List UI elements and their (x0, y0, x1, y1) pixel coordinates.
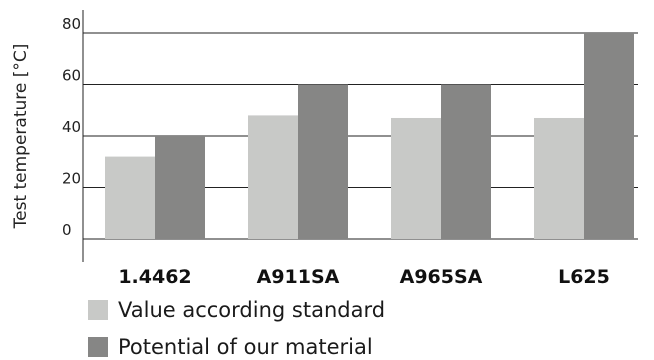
bar-L625-series-1 (584, 33, 634, 239)
legend-label-standard: Value according standard (118, 298, 386, 322)
y-axis-label: Test temperature [°C] (11, 44, 31, 230)
bar-A965SA-series-0 (391, 117, 441, 239)
bar-A911SA-series-1 (298, 84, 348, 239)
bar-A965SA-series-1 (441, 84, 491, 239)
x-tick-label: 1.4462 (118, 266, 191, 288)
legend-label-potential: Potential of our material (118, 335, 373, 359)
y-tick-label: 0 (62, 221, 72, 239)
x-tick-label: L625 (558, 266, 610, 288)
x-tick-label: A911SA (257, 266, 340, 288)
y-tick-labels: 0 20 40 60 80 (62, 15, 81, 239)
y-tick-label: 60 (62, 67, 81, 85)
legend-item-standard: Value according standard (88, 298, 385, 322)
legend-item-potential: Potential of our material (88, 335, 373, 359)
bar-1.4462-series-0 (105, 156, 155, 239)
bar-1.4462-series-1 (155, 136, 205, 239)
x-tick-label: A965SA (400, 266, 483, 288)
legend-swatch-standard (88, 300, 108, 320)
legend-swatch-potential (88, 337, 108, 357)
y-tick-label: 20 (62, 170, 81, 188)
x-tick-labels: 1.4462 A911SA A965SA L625 (118, 266, 610, 288)
bar-L625-series-0 (534, 117, 584, 239)
y-tick-label: 40 (62, 118, 81, 136)
bars (105, 33, 634, 239)
bar-A911SA-series-0 (248, 115, 298, 239)
y-tick-label: 80 (62, 15, 81, 33)
